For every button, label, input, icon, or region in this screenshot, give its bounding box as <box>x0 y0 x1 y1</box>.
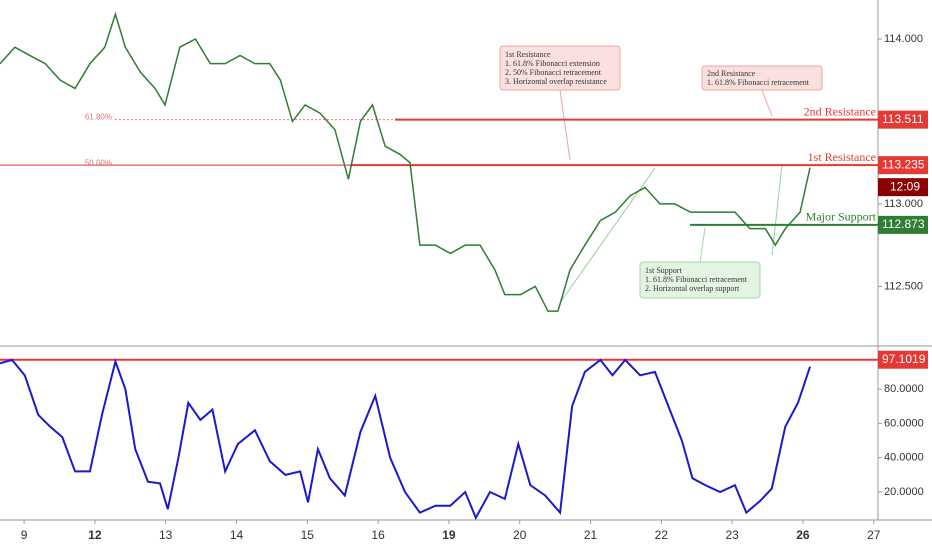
x-tick-label: 9 <box>21 528 28 542</box>
annotation-3: 1st Support 1. 61.8% Fibonacci retraceme… <box>639 227 761 299</box>
x-tick-label: 16 <box>371 528 385 542</box>
price-label-box <box>878 215 928 234</box>
annotation-text: 2. Horizontal overlap support <box>645 284 740 293</box>
y-tick-label: 20.0000 <box>884 486 924 498</box>
y-tick-label: 114.000 <box>884 33 923 45</box>
annotation-box <box>701 65 823 91</box>
annotation-text: 1. 61.8% Fibonacci retracement <box>707 78 810 87</box>
price-label: 97.1019 <box>882 352 926 366</box>
price-label: 112.873 <box>882 217 925 231</box>
x-tick-label: 20 <box>513 528 527 542</box>
y-tick-label: 113.000 <box>884 198 923 210</box>
annotation-text: 1. 61.8% Fibonacci extension <box>505 59 600 68</box>
x-tick-label: 19 <box>442 528 456 542</box>
annotation-text: 1st Support <box>645 266 682 275</box>
annotation-text: 2nd Resistance <box>707 69 756 78</box>
y-tick-label: 40.0000 <box>884 452 924 464</box>
annotation-pointer <box>761 89 773 117</box>
price-label: 113.511 <box>882 112 924 126</box>
y-tick-label: 60.0000 <box>884 417 924 429</box>
annotation-text: 1st Resistance <box>505 50 551 59</box>
x-tick-label: 21 <box>584 528 598 542</box>
y-tick-label: 112.500 <box>884 280 923 292</box>
annotation-pointer <box>699 227 706 263</box>
countdown: 12:09 <box>890 179 920 193</box>
x-tick-label: 14 <box>230 528 244 542</box>
annotation-text: 3. Horizontal overlap resistance <box>505 77 607 86</box>
series-line <box>0 358 811 521</box>
annotation-text: 2. 50% Fibonacci retracement <box>505 68 602 77</box>
price-label-box <box>878 110 928 129</box>
annotation-pointer <box>559 89 571 161</box>
annotation-box <box>499 45 621 91</box>
countdown-box <box>878 178 928 197</box>
x-tick-label: 23 <box>725 528 739 542</box>
x-tick-label: 22 <box>655 528 669 542</box>
annotation-2: 2nd Resistance 1. 61.8% Fibonacci retrac… <box>701 65 823 117</box>
level-name: 2nd Resistance <box>804 104 876 118</box>
annotation-box <box>639 261 761 299</box>
x-tick-label: 15 <box>301 528 315 542</box>
x-tick-label: 12 <box>88 528 102 542</box>
x-tick-label: 13 <box>159 528 173 542</box>
series-line <box>0 11 811 312</box>
price-label-box <box>878 156 928 175</box>
annotation-text: 1. 61.8% Fibonacci retracement <box>645 275 748 284</box>
x-tick-label: 26 <box>796 528 810 542</box>
y-tick-label: 80.0000 <box>884 383 924 395</box>
fib-label: 61.80% <box>85 113 112 122</box>
annotation-1: 1st Resistance 1. 61.8% Fibonacci extens… <box>499 45 621 161</box>
fib-label: 50.00% <box>85 158 112 167</box>
x-tick-label: 27 <box>867 528 881 542</box>
price-label-box <box>878 350 928 369</box>
level-name: 1st Resistance <box>808 150 876 164</box>
price-label: 113.235 <box>882 157 925 171</box>
fib-extension-line <box>771 164 783 256</box>
level-name: Major Support <box>806 210 877 224</box>
